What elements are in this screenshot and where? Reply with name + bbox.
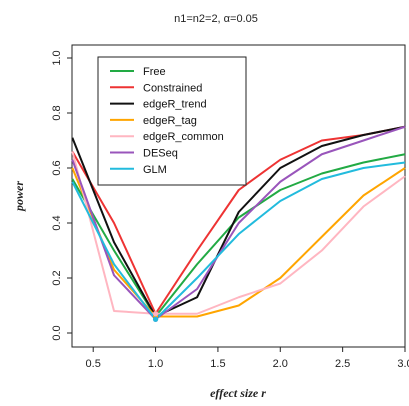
legend-label: edgeR_tag [143, 115, 197, 127]
series-point [152, 316, 159, 322]
legend-label: GLM [143, 164, 167, 176]
series-line-edger-trend [71, 125, 406, 318]
plot-frame [71, 44, 406, 348]
legend-label: edgeR_common [143, 131, 224, 143]
legend-label: Constrained [143, 82, 202, 94]
legend-label: edgeR_trend [143, 99, 207, 111]
y-tick-label: 0.2 [51, 270, 63, 285]
x-axis: 0.5 1.0 1.5 2.0 2.5 3.0 [86, 347, 409, 370]
x-tick-label: 1.0 [148, 358, 163, 370]
y-tick-label: 0.8 [51, 105, 63, 120]
legend: Free Constrained edgeR_trend edgeR_tag edgeR… [97, 56, 247, 186]
series-point [152, 311, 159, 317]
series-line-edger-tag [71, 167, 406, 318]
y-tick-label: 0.6 [51, 160, 63, 175]
x-tick-label: 2.0 [273, 358, 288, 370]
y-tick-label: 0.0 [51, 325, 63, 340]
series-line-edger-common [71, 151, 406, 315]
chart-title: n1=n2=2, α=0.05 [174, 13, 258, 25]
series-layer [71, 125, 406, 322]
y-tick-label: 1.0 [51, 50, 63, 65]
x-tick-label: 1.5 [210, 358, 225, 370]
series-line-glm [71, 161, 406, 321]
legend-label: Free [143, 66, 166, 78]
series-line-constrained [71, 125, 406, 315]
series-line-free [71, 153, 406, 318]
x-tick-label: 3.0 [397, 358, 409, 370]
x-axis-label: effect size r [210, 386, 266, 400]
y-axis-label: power [12, 181, 26, 212]
legend-box [97, 56, 247, 186]
y-tick-label: 0.4 [51, 215, 63, 230]
legend-label: DESeq [143, 148, 178, 160]
x-tick-label: 2.5 [335, 358, 350, 370]
x-tick-label: 0.5 [86, 358, 101, 370]
series-line-deseq [71, 125, 406, 321]
y-axis: 0.0 0.2 0.4 0.6 0.8 1.0 [51, 50, 72, 341]
